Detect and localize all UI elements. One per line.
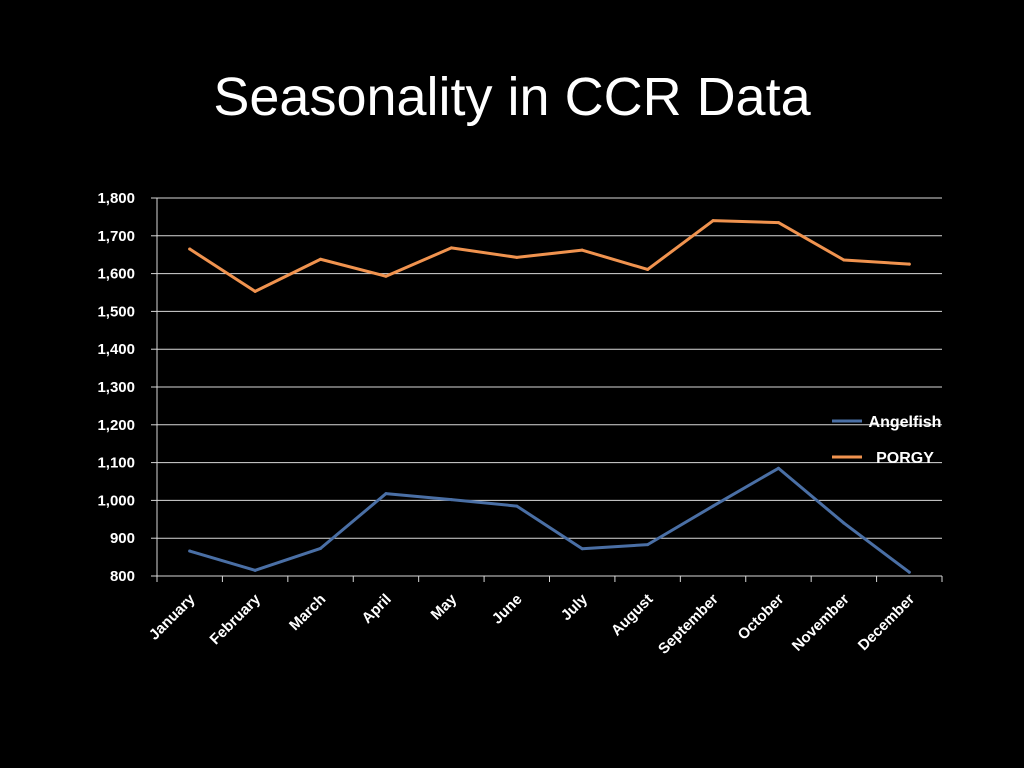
y-tick-label: 1,400 [97, 341, 135, 358]
series-lines [188, 219, 911, 574]
legend-label-porgy: PORGY [876, 450, 934, 467]
x-tick-label: December [855, 591, 918, 654]
page-title: Seasonality in CCR Data [213, 67, 811, 127]
data-point-porgy [319, 257, 323, 261]
x-tick-label: May [428, 590, 461, 623]
y-tick-label: 1,200 [97, 417, 135, 434]
x-tick-label: February [207, 590, 265, 648]
legend: Angelfish PORGY [832, 414, 941, 467]
x-tick-label: April [359, 591, 395, 627]
data-point-porgy [646, 267, 650, 271]
x-axis-tick-labels: January February March April May June July Augu… [146, 590, 918, 657]
y-tick-label: 1,500 [97, 303, 135, 320]
axes [151, 197, 943, 582]
data-point-porgy [253, 289, 257, 293]
data-point-porgy [842, 258, 846, 262]
data-point-angelfish [319, 546, 323, 550]
data-point-porgy [776, 221, 780, 225]
x-tick-label: October [735, 591, 788, 644]
y-tick-label: 1,000 [97, 492, 135, 509]
data-point-porgy [907, 262, 911, 266]
data-point-porgy [384, 274, 388, 278]
x-tick-label: July [558, 590, 592, 624]
y-tick-label: 800 [110, 568, 135, 585]
data-point-angelfish [646, 543, 650, 547]
data-point-angelfish [253, 568, 257, 572]
data-point-porgy [515, 255, 519, 259]
data-point-angelfish [580, 547, 584, 551]
legend-label-angelfish: Angelfish [869, 414, 942, 431]
data-point-porgy [188, 247, 192, 251]
x-tick-label: June [489, 591, 526, 628]
data-point-angelfish [907, 570, 911, 574]
data-point-angelfish [384, 492, 388, 496]
data-point-porgy [580, 248, 584, 252]
series-line-angelfish [188, 466, 911, 574]
y-tick-label: 1,600 [97, 266, 135, 283]
x-tick-label: November [789, 591, 853, 655]
series-line-porgy [188, 219, 911, 293]
data-point-angelfish [515, 504, 519, 508]
data-point-angelfish [711, 504, 715, 508]
grid-lines [157, 197, 942, 539]
data-point-porgy [711, 219, 715, 223]
x-tick-label: January [146, 590, 199, 643]
data-point-angelfish [449, 498, 453, 502]
data-point-angelfish [842, 521, 846, 525]
x-tick-label: March [286, 591, 329, 634]
y-tick-label: 1,700 [97, 228, 135, 245]
y-tick-label: 1,800 [97, 190, 135, 207]
data-point-angelfish [188, 549, 192, 553]
data-point-porgy [449, 246, 453, 250]
data-point-angelfish [776, 466, 780, 470]
y-axis-tick-labels: 800 900 1,000 1,100 1,200 1,300 1,400 1,500 1,60… [97, 190, 135, 585]
y-tick-label: 1,300 [97, 379, 135, 396]
y-tick-label: 900 [110, 530, 135, 547]
y-tick-label: 1,100 [97, 455, 135, 472]
x-tick-label: September [655, 591, 722, 658]
x-tick-label: August [608, 591, 657, 640]
